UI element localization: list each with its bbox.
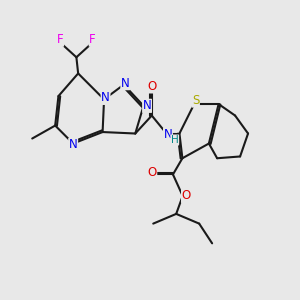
Text: N: N — [143, 99, 152, 112]
Text: N: N — [121, 77, 130, 90]
Text: O: O — [182, 189, 191, 203]
Text: N: N — [164, 128, 172, 142]
Text: O: O — [147, 80, 156, 93]
Text: S: S — [192, 94, 199, 107]
Text: O: O — [147, 167, 157, 179]
Text: N: N — [69, 139, 77, 152]
Text: F: F — [89, 33, 96, 46]
Text: H: H — [171, 135, 178, 145]
Text: F: F — [57, 33, 64, 46]
Text: N: N — [101, 92, 110, 104]
